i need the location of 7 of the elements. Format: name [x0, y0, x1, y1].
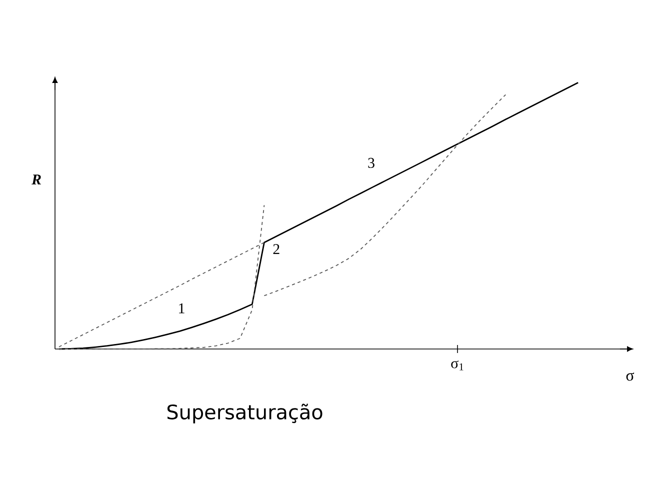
- y-axis-title: R: [32, 174, 41, 184]
- x-axis-title: σ: [626, 372, 634, 381]
- annotation: 3: [368, 158, 374, 168]
- annotation: 2: [273, 244, 280, 254]
- annotation: 1: [179, 303, 184, 314]
- text: Supersaturação: [167, 404, 322, 424]
- text: σ$_{1}$: [451, 360, 464, 370]
